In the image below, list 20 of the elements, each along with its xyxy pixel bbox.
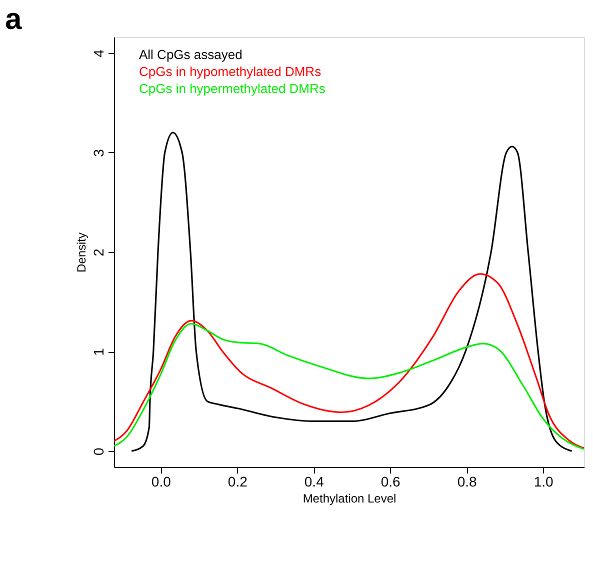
y-tick-label: 3	[90, 148, 106, 157]
x-tick-label: 1.0	[534, 474, 554, 490]
line-series	[114, 273, 584, 449]
x-tick-label: 0.6	[380, 474, 401, 490]
y-tick-label: 0	[90, 447, 106, 456]
text: CpGs in hypermethylated DMRs	[139, 81, 326, 96]
y-tick-label: 2	[90, 248, 106, 256]
text: All CpGs assayed	[139, 47, 242, 62]
x-axis-title: Methylation Level	[302, 492, 396, 506]
x-tick-label: 0.8	[457, 474, 478, 490]
text: CpGs in hypomethylated DMRs	[139, 64, 322, 79]
x-tick-label: 0.4	[304, 474, 324, 490]
y-tick-label: 1	[90, 348, 106, 356]
y-axis-title: Density	[74, 232, 88, 273]
y-tick-label: 4	[90, 49, 106, 58]
line-series	[130, 132, 573, 452]
x-tick-label: 0.2	[228, 474, 248, 490]
x-tick-label: 0.0	[151, 474, 172, 490]
chart-title: a	[5, 3, 22, 36]
line-series	[114, 322, 584, 450]
